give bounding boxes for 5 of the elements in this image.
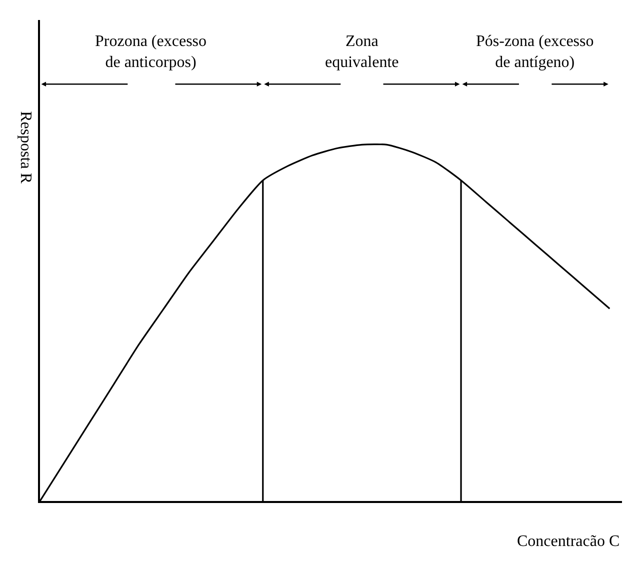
text: Zona equivalente [325, 33, 399, 71]
text: Pós-zona (excesso de antígeno) [476, 33, 594, 71]
x-axis-title: Concentracão C [517, 533, 620, 550]
text: Prozona (excesso de anticorpos) [95, 33, 207, 71]
y-axis-title: Resposta R [17, 111, 34, 184]
